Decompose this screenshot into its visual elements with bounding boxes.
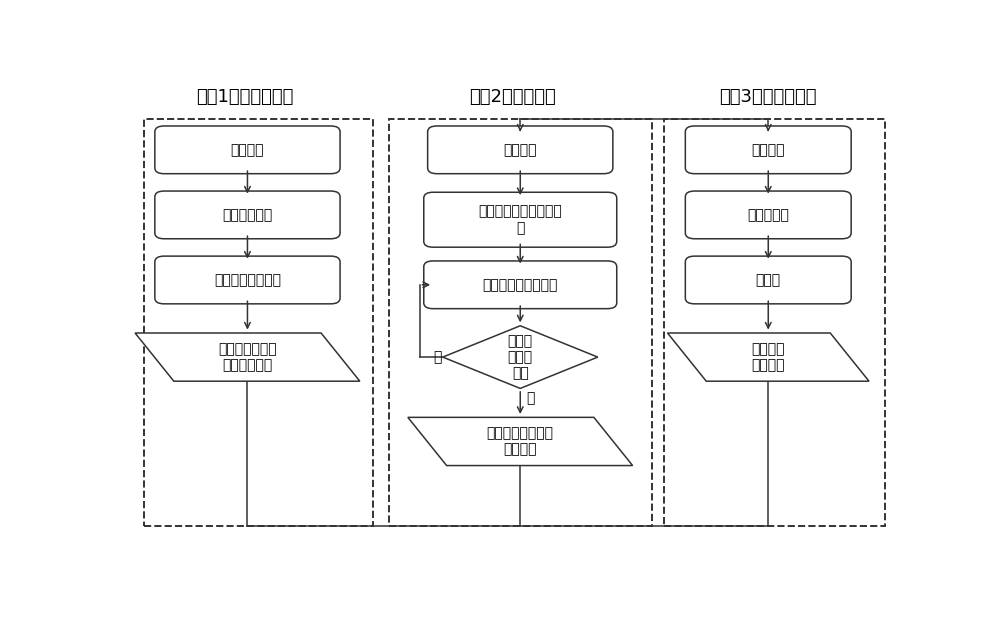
Bar: [664, 118, 885, 526]
Text: 达到目
标孔隙
率？: 达到目 标孔隙 率？: [508, 334, 533, 381]
FancyBboxPatch shape: [155, 191, 340, 239]
Text: 设置并调整随机点: 设置并调整随机点: [214, 273, 281, 287]
Text: 是: 是: [526, 391, 535, 405]
Bar: [144, 118, 373, 526]
Text: 绘制立方块: 绘制立方块: [747, 208, 789, 222]
FancyBboxPatch shape: [155, 256, 340, 304]
Text: 布尔减: 布尔减: [756, 273, 781, 287]
FancyBboxPatch shape: [428, 126, 613, 173]
Text: 泡孔按给定规则生长: 泡孔按给定规则生长: [483, 278, 558, 292]
Text: 输出成核点坐标
和分布均匀度: 输出成核点坐标 和分布均匀度: [218, 342, 277, 372]
Text: 泡沫细观
结构模型: 泡沫细观 结构模型: [752, 342, 785, 372]
Text: 绘制球体: 绘制球体: [752, 143, 785, 157]
Polygon shape: [135, 333, 360, 381]
Text: 模块3：可视化建模: 模块3：可视化建模: [720, 88, 817, 106]
FancyBboxPatch shape: [155, 126, 340, 173]
Polygon shape: [668, 333, 869, 381]
Text: 定义参数: 定义参数: [504, 143, 537, 157]
Text: 设置成核点开始生长时
间: 设置成核点开始生长时 间: [478, 205, 562, 235]
Text: 模块1：生成成核点: 模块1：生成成核点: [196, 88, 294, 106]
Text: 否: 否: [433, 350, 442, 364]
FancyBboxPatch shape: [685, 256, 851, 304]
Text: 输出孔泡尺寸和尺
寸标准差: 输出孔泡尺寸和尺 寸标准差: [487, 426, 554, 456]
Bar: [388, 118, 652, 526]
FancyBboxPatch shape: [424, 192, 617, 247]
FancyBboxPatch shape: [424, 261, 617, 309]
Text: 分割发泡空间: 分割发泡空间: [222, 208, 273, 222]
Text: 定义参数: 定义参数: [231, 143, 264, 157]
Polygon shape: [408, 418, 633, 466]
Polygon shape: [443, 326, 598, 388]
FancyBboxPatch shape: [685, 126, 851, 173]
Text: 模块2：孔穴生长: 模块2：孔穴生长: [469, 88, 556, 106]
FancyBboxPatch shape: [685, 191, 851, 239]
